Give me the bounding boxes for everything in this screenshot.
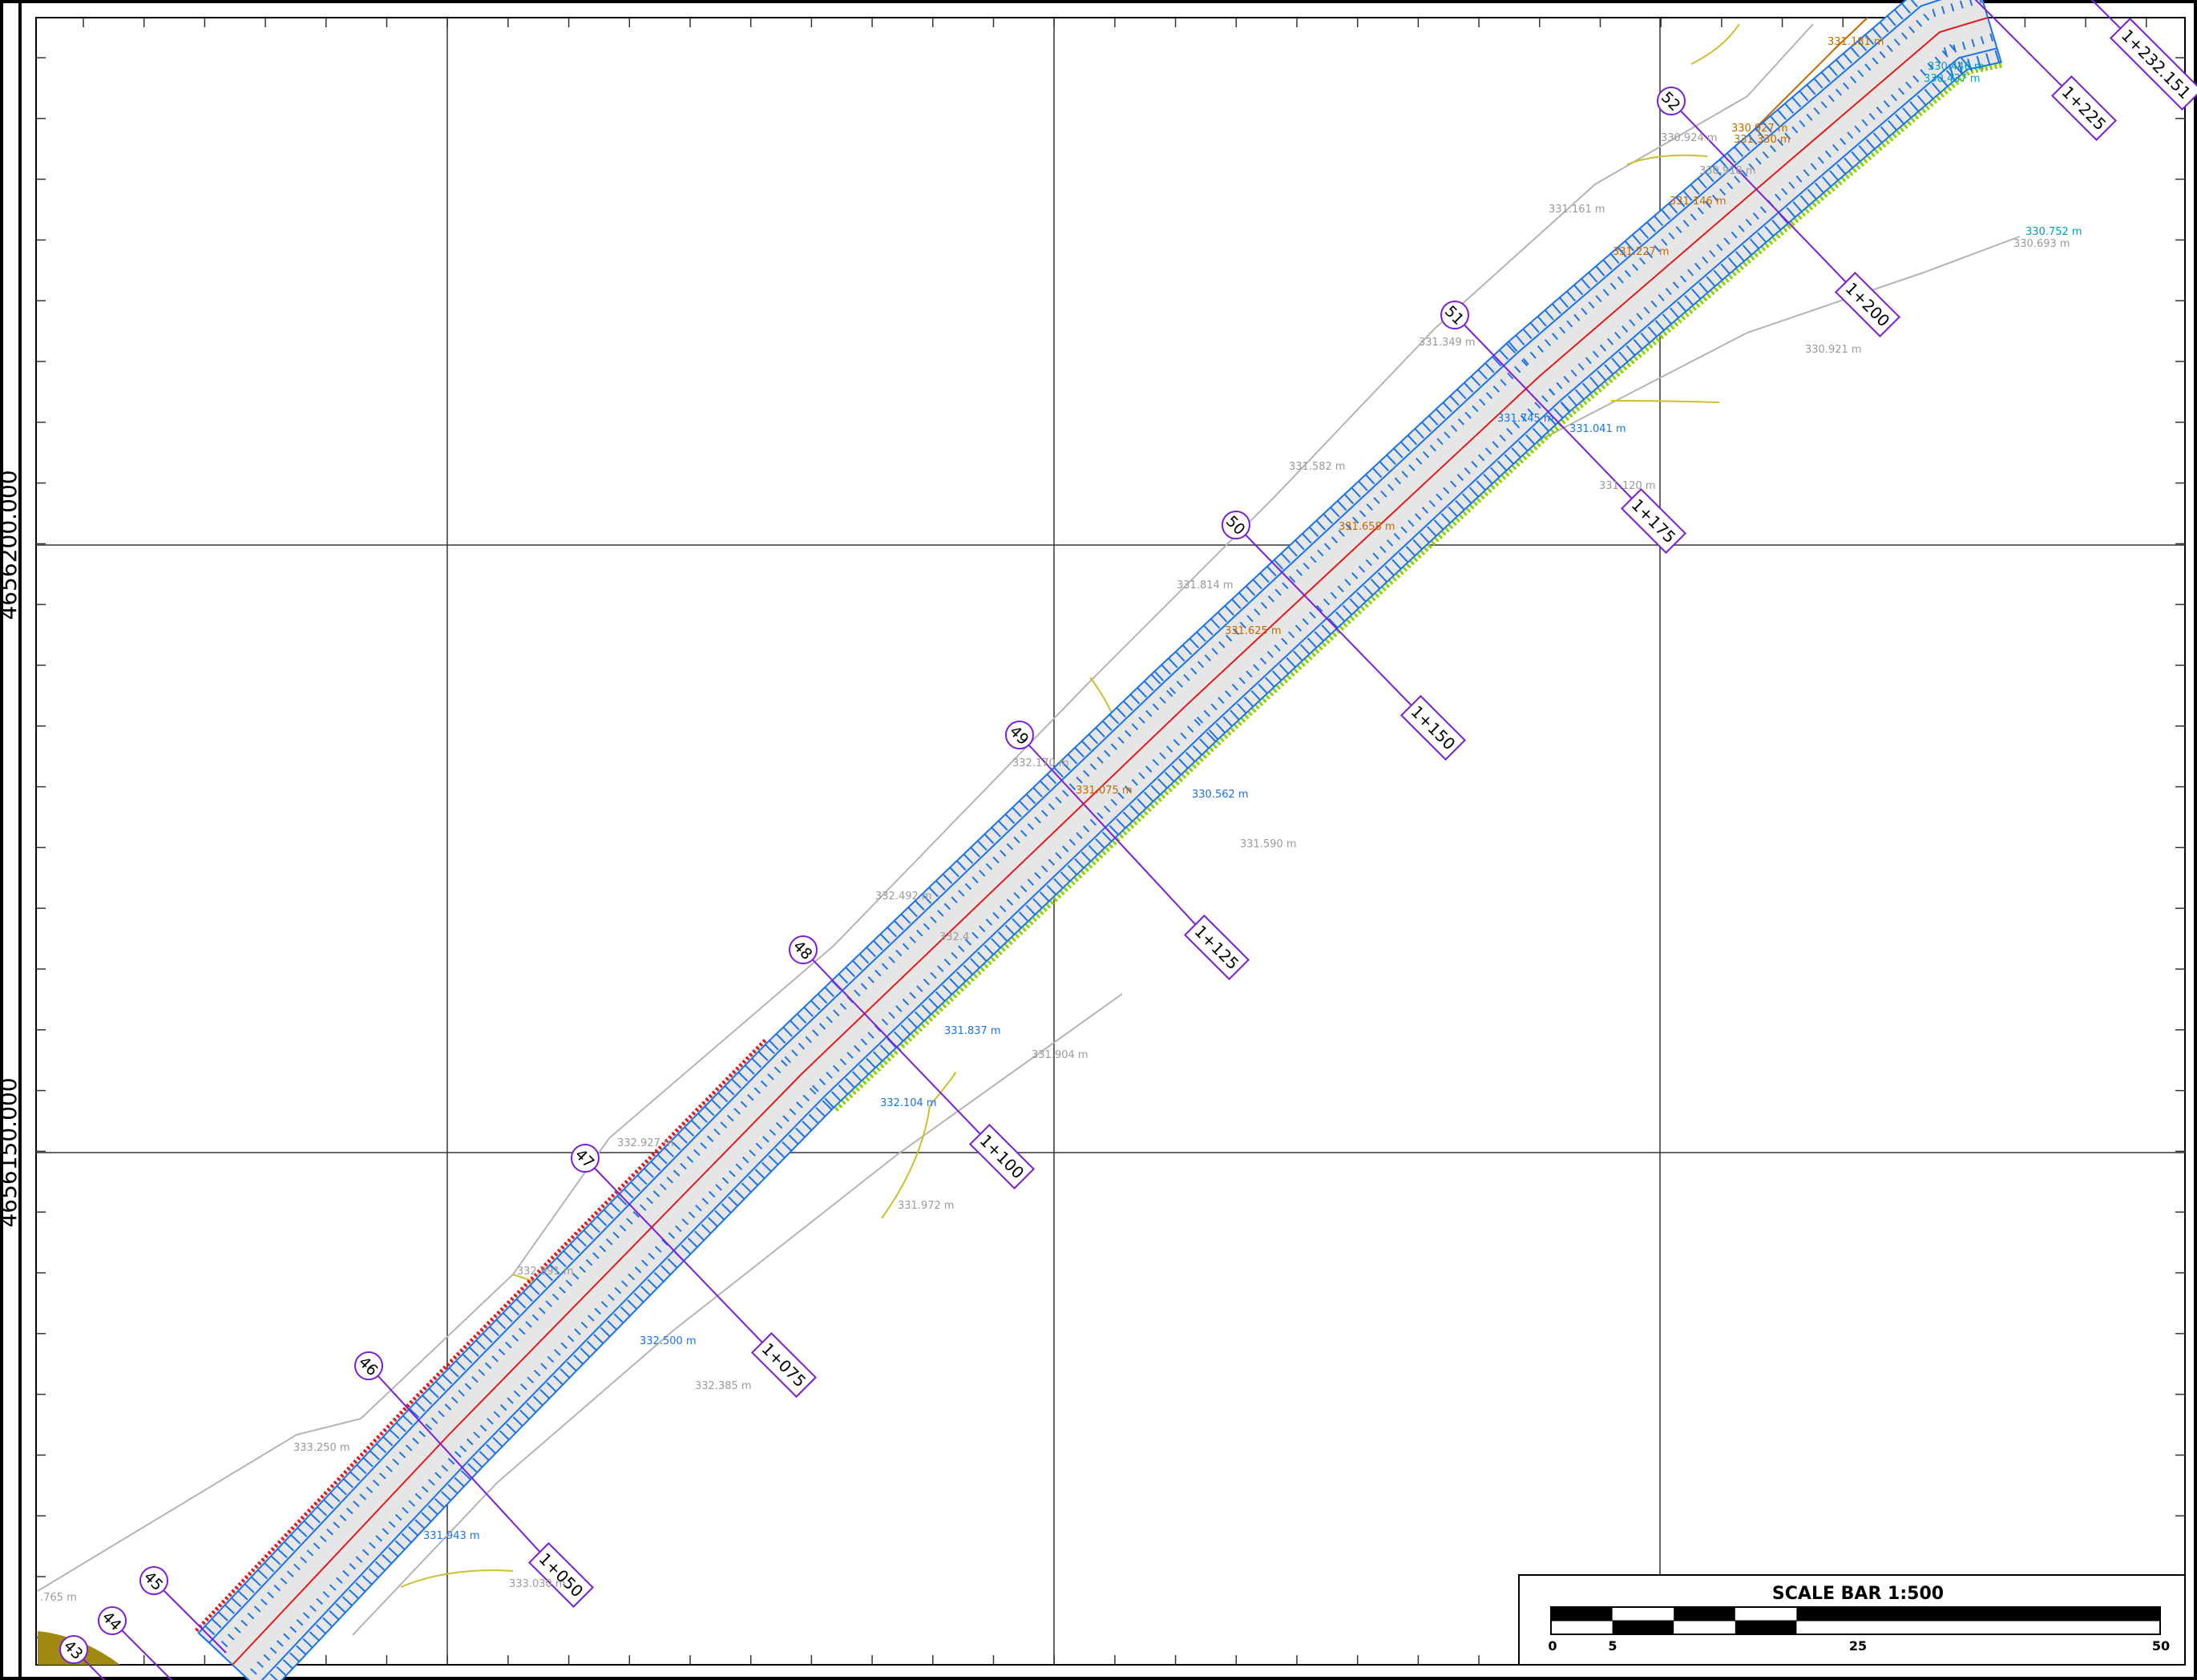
elev-label-blue: 331.745 m	[1497, 413, 1554, 425]
elev-label-gray: 330.924 m	[1661, 132, 1718, 144]
scale-tick-label: 5	[1608, 1638, 1617, 1654]
elev-label-gray: 330.693 m	[2013, 238, 2070, 250]
elev-label-orange: 331.625 m	[1225, 625, 1282, 637]
elev-label-gray: 331.349 m	[1419, 337, 1476, 349]
section-circle	[354, 1351, 383, 1380]
grid-label-north-lower: 4656150.000	[0, 1077, 22, 1227]
elev-label-gray: 331.814 m	[1177, 580, 1234, 592]
elev-label-blue: 332.104 m	[880, 1097, 937, 1109]
elev-label-gray: 331.904 m	[1032, 1049, 1088, 1061]
scale-bar-segments	[1550, 1606, 2161, 1635]
corridor-edge-green	[834, 63, 2003, 1112]
map-border	[35, 17, 2186, 1666]
station-box: 1+100	[968, 1123, 1036, 1190]
elev-label-orange: 331.227 m	[1613, 246, 1670, 258]
elev-label-orange: 330.927 m	[1731, 123, 1788, 135]
elev-label-gray: 332.4	[939, 931, 969, 943]
elev-label-gray: 333.250 m	[293, 1442, 350, 1454]
section-circle	[1657, 87, 1686, 115]
station-box: 1+075	[750, 1331, 818, 1399]
elev-label-gray: 332.927 m	[617, 1137, 674, 1149]
scale-tick-label: 50	[2152, 1638, 2170, 1654]
cross-sections: 434445461+050471+075481+100491+125501+15…	[59, 0, 2197, 1680]
section-circle	[789, 935, 818, 964]
elev-label-cyan: 330.752 m	[2025, 226, 2082, 238]
elev-label-blue: 332.500 m	[640, 1335, 697, 1347]
section-circle	[571, 1144, 600, 1173]
elev-label-gray: 333.030 m	[509, 1578, 566, 1590]
section-circle	[139, 1566, 168, 1595]
road-corridor	[194, 0, 2003, 1680]
station-box: 1+150	[1399, 694, 1467, 761]
corridor-edge-left	[208, 0, 1942, 1644]
elev-label-gray: 331.582 m	[1289, 461, 1346, 473]
section-circle	[1440, 301, 1469, 329]
elev-label-orange: 331.146 m	[1670, 196, 1727, 208]
scale-bar: SCALE BAR 1:500 0 5 25 50	[1518, 1574, 2186, 1666]
elev-label-gray: 331.161 m	[1549, 204, 1605, 216]
scale-tick-label: 0	[1548, 1638, 1557, 1654]
corridor-edge-right	[260, 47, 1997, 1680]
scale-bar-title: SCALE BAR 1:500	[1772, 1584, 1944, 1604]
elevation-labels: 333.250 m 332.991 m 332.927 m 332.492 m …	[40, 36, 2082, 1604]
section-circle	[1222, 511, 1250, 539]
elev-label-cyan: 330.446 m	[1928, 61, 1985, 73]
section-circle	[1005, 721, 1034, 749]
elev-label-gray: 332.991 m	[517, 1266, 574, 1278]
station-box: 1+232.151	[2110, 18, 2197, 111]
elev-label-gray: 332.170 m	[1012, 757, 1069, 769]
elev-label-gray: 332.385 m	[695, 1380, 752, 1392]
section-circle	[98, 1606, 127, 1635]
elev-label-gray: 331.972 m	[898, 1200, 955, 1212]
section-circle	[59, 1635, 88, 1664]
station-box: 1+175	[1620, 487, 1687, 555]
elev-label-blue: 330.562 m	[1192, 789, 1249, 801]
elev-label-blue: 331.837 m	[944, 1025, 1001, 1037]
section-marker: 44	[98, 1606, 173, 1680]
section-marker: 45	[139, 1566, 227, 1654]
station-label: 1+232.151	[2118, 26, 2195, 103]
station-box: 1+225	[2050, 75, 2118, 142]
grid-label-north-upper: 4656200.000	[0, 470, 22, 620]
road-centerline	[232, 17, 1989, 1666]
scale-tick-label: 25	[1849, 1638, 1867, 1654]
elev-label-cyan: 330.437 m	[1924, 73, 1981, 85]
elev-label-gray: .765 m	[40, 1592, 77, 1604]
elev-label-gray: 331.120 m	[1599, 480, 1656, 492]
elev-label-gray: 330.918 m	[1699, 165, 1756, 177]
corridor-surface	[197, 0, 2002, 1680]
elev-label-orange: 331.330 m	[1734, 134, 1791, 146]
elev-label-orange: 331.075 m	[1076, 785, 1133, 797]
elev-label-gray: 331.590 m	[1240, 838, 1297, 850]
elev-label-blue: 331.943 m	[423, 1530, 480, 1542]
elev-label-gray: 330.921 m	[1805, 344, 1862, 356]
station-box: 1+200	[1834, 271, 1901, 338]
elev-label-gray: 332.492 m	[875, 890, 932, 903]
section-marker: 43	[59, 1635, 106, 1680]
station-box: 1+125	[1183, 914, 1250, 981]
elev-label-blue: 331.041 m	[1569, 423, 1626, 435]
elev-label-orange: 331.658 m	[1339, 521, 1395, 533]
section-marker: 461+050	[354, 1351, 595, 1609]
station-box: 1+050	[527, 1541, 595, 1609]
slope-hatching	[198, 0, 2001, 1680]
elev-label-orange: 331.181 m	[1827, 36, 1884, 48]
